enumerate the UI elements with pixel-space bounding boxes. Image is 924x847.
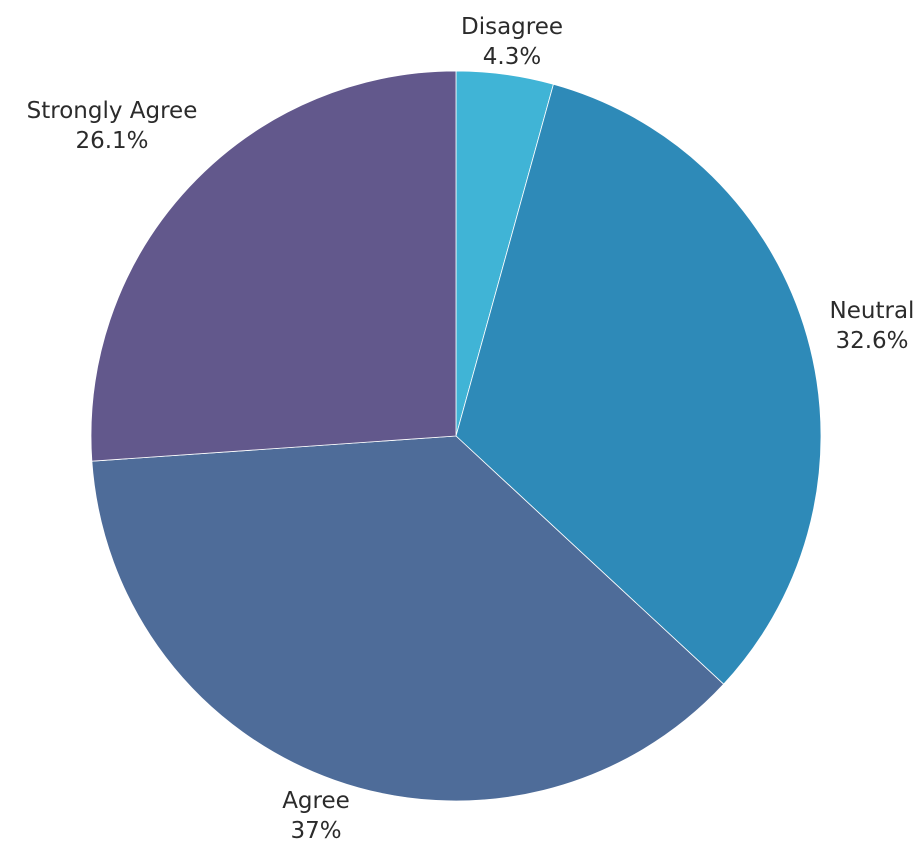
slice-value-neutral: 32.6% xyxy=(835,328,908,354)
pie-labels: Disagree 4.3% Neutral 32.6% Agree 37% Strongly… xyxy=(27,14,915,844)
pie-slice-strongly-agree xyxy=(90,70,457,462)
slice-label-neutral: Neutral xyxy=(830,298,915,324)
slice-label-disagree: Disagree xyxy=(461,14,563,40)
slice-value-agree: 37% xyxy=(290,818,341,844)
slice-value-disagree: 4.3% xyxy=(483,44,541,70)
pie-slices xyxy=(90,70,822,802)
slice-value-strongly-agree: 26.1% xyxy=(75,128,148,154)
pie-slice-neutral xyxy=(455,83,822,685)
slice-label-strongly-agree: Strongly Agree xyxy=(27,98,198,124)
pie-slice-agree xyxy=(91,435,725,802)
slice-label-agree: Agree xyxy=(282,788,350,814)
